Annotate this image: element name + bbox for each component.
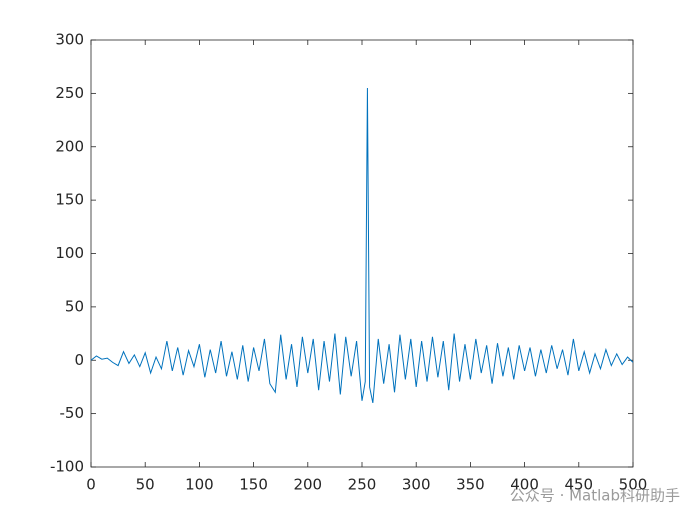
x-tick-label: 400: [510, 476, 539, 494]
axes-box: [90, 39, 634, 468]
y-tick-label: -100: [50, 458, 84, 476]
y-tick-label: 50: [65, 297, 84, 315]
y-tick-label: 300: [55, 31, 84, 49]
x-tick-label: 100: [185, 476, 214, 494]
x-tick-label: 150: [239, 476, 268, 494]
x-tick-label: 450: [564, 476, 593, 494]
y-tick-label: 100: [55, 244, 84, 262]
x-tick-label: 250: [348, 476, 377, 494]
x-tick-label: 300: [402, 476, 431, 494]
watermark: 公众号 · Matlab科研助手: [510, 487, 680, 505]
x-tick-label: 50: [136, 476, 155, 494]
y-tick-label: 150: [55, 191, 84, 209]
x-tick-label: 0: [86, 476, 96, 494]
x-tick-label: 350: [456, 476, 485, 494]
line-series: [90, 88, 634, 404]
y-tick-label: -50: [60, 404, 85, 422]
x-tick-label: 200: [293, 476, 322, 494]
y-tick-label: 250: [55, 84, 84, 102]
x-tick-label: 500: [619, 476, 648, 494]
y-tick-label: 0: [74, 351, 84, 369]
y-tick-label: 200: [55, 137, 84, 155]
